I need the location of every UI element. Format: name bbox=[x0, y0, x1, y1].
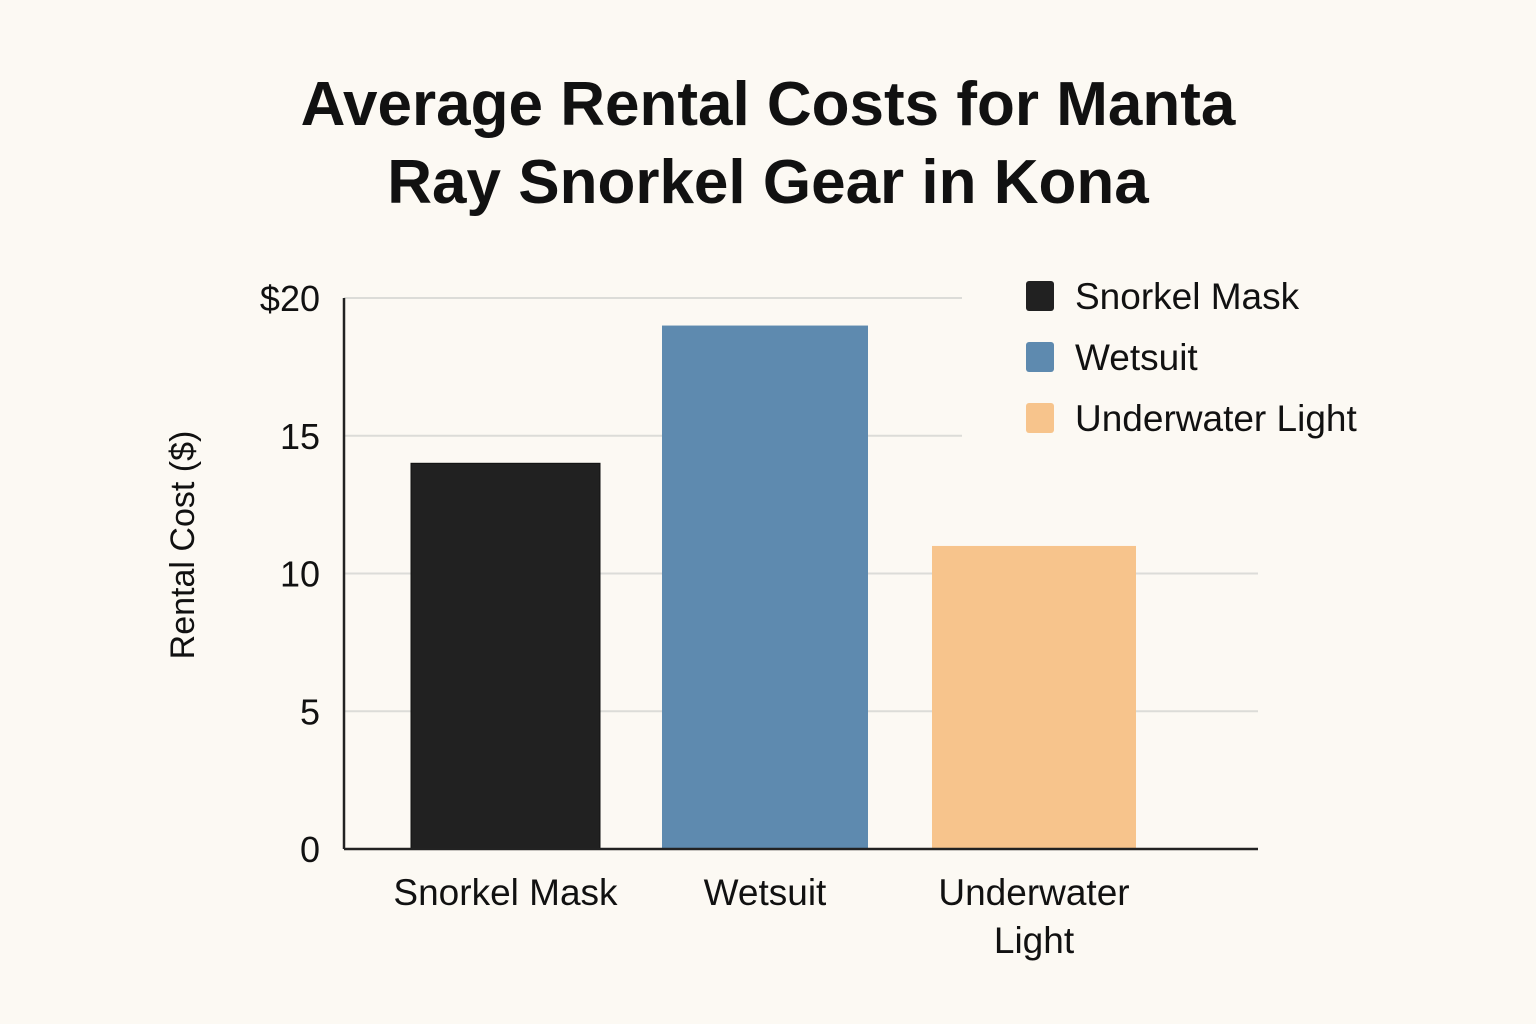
bar-snorkel-mask bbox=[410, 462, 601, 850]
x-category-label: Wetsuit bbox=[704, 872, 827, 913]
x-category-label: Underwater bbox=[938, 872, 1129, 913]
y-axis-title: Rental Cost ($) bbox=[164, 431, 202, 660]
legend-label: Underwater Light bbox=[1075, 398, 1357, 439]
y-axis-ticks: 0 5 10 15 $20 bbox=[260, 278, 320, 870]
chart-title-line-2: Ray Snorkel Gear in Kona bbox=[387, 148, 1149, 217]
y-tick-label: 15 bbox=[280, 416, 320, 457]
legend-swatch bbox=[1026, 403, 1054, 433]
bar-underwater-light bbox=[932, 545, 1136, 849]
legend: Snorkel Mask Wetsuit Underwater Light bbox=[1026, 276, 1357, 439]
legend-swatch bbox=[1026, 342, 1054, 372]
y-tick-label: 0 bbox=[300, 829, 320, 870]
x-category-label: Snorkel Mask bbox=[393, 872, 618, 913]
legend-label: Wetsuit bbox=[1075, 337, 1198, 378]
axes bbox=[342, 298, 1258, 851]
chart-title: Average Rental Costs for Manta Ray Snorke… bbox=[301, 70, 1236, 217]
chart-title-line-1: Average Rental Costs for Manta bbox=[301, 70, 1236, 139]
x-axis-categories: Snorkel Mask Wetsuit Underwater Light bbox=[393, 872, 1129, 961]
x-category-label: Light bbox=[994, 920, 1075, 961]
y-axis-label: Rental Cost ($) bbox=[164, 431, 202, 660]
legend-label: Snorkel Mask bbox=[1075, 276, 1300, 317]
legend-swatch bbox=[1026, 281, 1054, 311]
bar-wetsuit bbox=[662, 325, 868, 849]
y-tick-label: 10 bbox=[280, 554, 320, 595]
bars bbox=[410, 325, 1136, 850]
y-tick-label: $20 bbox=[260, 278, 320, 319]
y-tick-label: 5 bbox=[300, 691, 320, 732]
